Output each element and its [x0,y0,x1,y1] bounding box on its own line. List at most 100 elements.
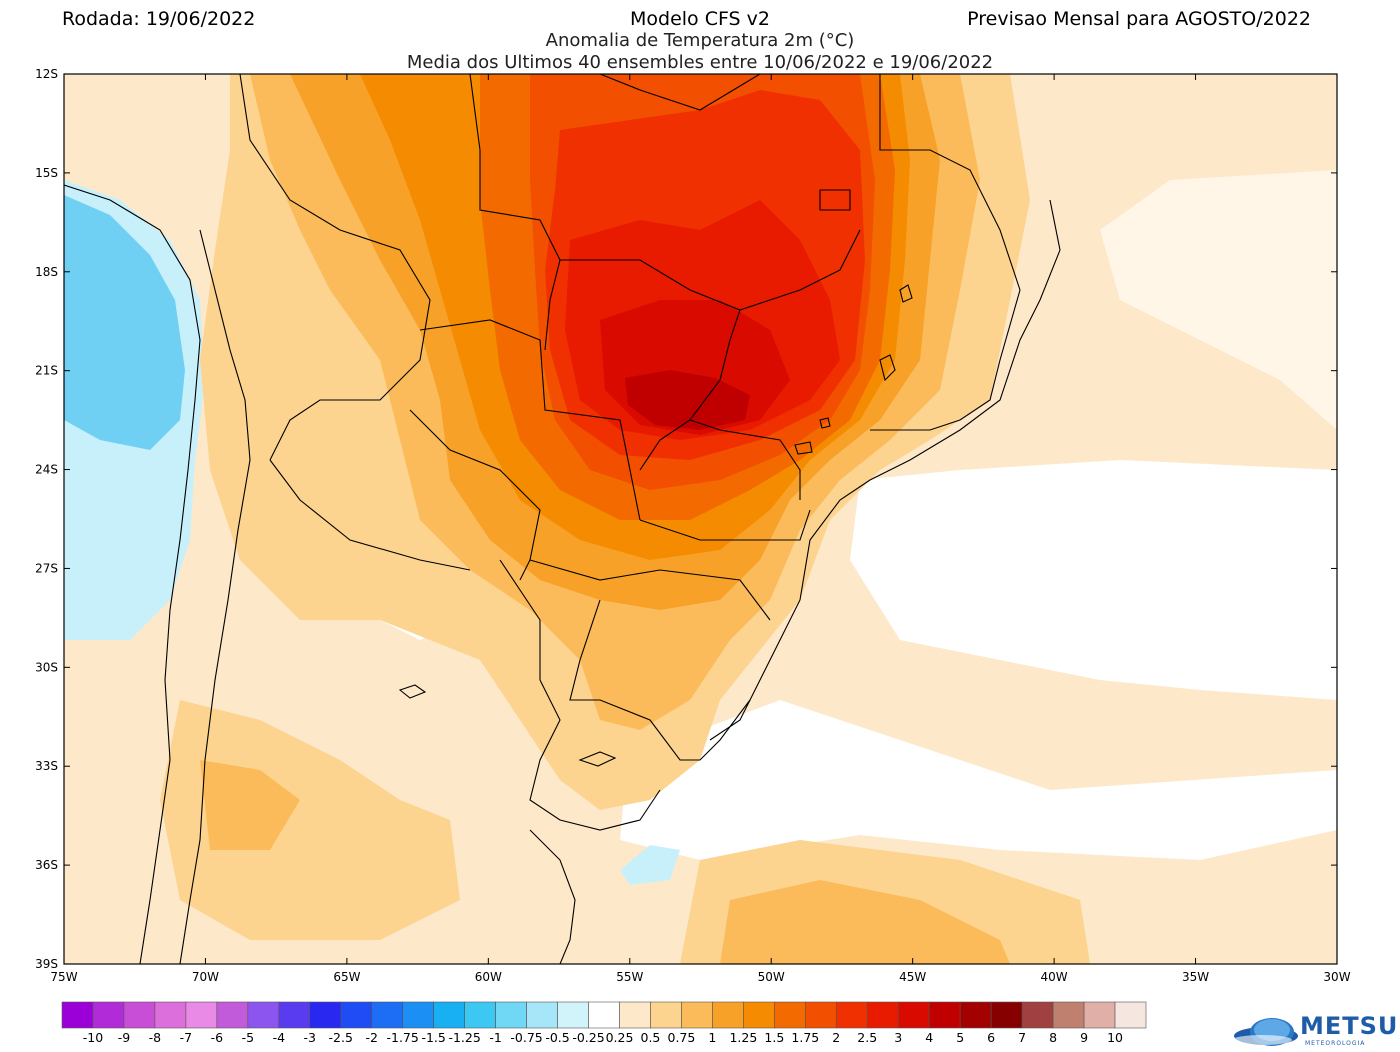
colorbar-label: -8 [149,1030,162,1045]
cool-anomaly-inner [64,195,185,450]
latitude-ticks: 12S 15S 18S 21S 24S 27S 30S 33S 36S 39S [35,67,1337,971]
colorbar-swatch [402,1001,434,1029]
logo-wordmark: METSUL [1300,1012,1400,1040]
colorbar-label: -1.25 [448,1030,480,1045]
colorbar-swatch [588,1001,620,1029]
colorbar-label: -5 [242,1030,254,1045]
colorbar-swatch [928,1001,961,1029]
colorbar-label: 9 [1080,1030,1088,1045]
colorbar-label: -9 [118,1030,131,1045]
colorbar-swatch [464,1001,496,1029]
colorbar-swatch [278,1001,311,1029]
colorbar-swatch [340,1001,373,1029]
lon-tick-label: 50W [758,970,785,984]
colorbar-swatch [866,1001,899,1029]
colorbar-swatch [433,1001,465,1029]
lat-tick-label: 36S [35,858,58,872]
lat-tick-label: 33S [35,759,58,773]
lon-tick-label: 65W [333,970,360,984]
colorbar-label: -7 [180,1030,192,1045]
colorbar-label: 0.75 [668,1030,696,1045]
colorbar-label: -1 [489,1030,501,1045]
colorbar-label: -0.5 [545,1030,569,1045]
colorbar-label: 10 [1107,1030,1123,1045]
colorbar-label: 8 [1049,1030,1057,1045]
colorbar-label: -2 [365,1030,377,1045]
lon-tick-label: 30W [1323,970,1350,984]
longitude-ticks: 75W 70W 65W 60W 55W 50W 45W 40W 35W 30W [50,74,1351,984]
colorbar-swatch [123,1001,156,1029]
colorbar-swatch [1083,1001,1116,1029]
colorbar-swatch [959,1001,992,1029]
lon-tick-label: 45W [899,970,926,984]
colorbar-swatch [650,1001,682,1029]
colorbar-swatch [185,1001,218,1029]
anomaly-band-0.5-south [160,700,460,940]
colorbar-label: 1.75 [791,1030,819,1045]
colorbar-swatch [1052,1001,1085,1029]
neutral-zone-northeast [1100,170,1337,430]
anomaly-band-0.75-ocean [720,880,1010,964]
colorbar-label: 0.5 [641,1030,661,1045]
lat-tick-label: 30S [35,660,58,674]
colorbar: -10 -9 -8 -7 -6 -5 -4 -3 -2.5 -2 -1.75 -1.5 -1.25 -1-… [61,1001,1147,1045]
colorbar-label: 3 [894,1030,902,1045]
colorbar-label: -6 [211,1030,224,1045]
colorbar-swatch [743,1001,775,1029]
colorbar-swatch [1021,1001,1054,1029]
colorbar-swatch [247,1001,280,1029]
colorbar-label: 1 [708,1030,716,1045]
political-boundaries [64,74,1061,964]
colorbar-label: 1.25 [729,1030,757,1045]
lat-tick-label: 15S [35,166,58,180]
colorbar-label: -4 [273,1030,286,1045]
colorbar-swatch [681,1001,713,1029]
model-label: Modelo CFS v2 [629,8,770,30]
colorbar-swatch [712,1001,744,1029]
colorbar-label: -2.5 [329,1030,353,1045]
colorbar-label: -10 [83,1030,103,1045]
colorbar-label: 7 [1018,1030,1026,1045]
colorbar-label: -1.5 [421,1030,445,1045]
colorbar-swatch [897,1001,930,1029]
colorbar-label: 2 [832,1030,840,1045]
map-subtitle: Anomalia de Temperatura 2m (°C) [545,30,855,51]
colorbar-swatch [805,1001,837,1029]
lon-tick-label: 75W [50,970,77,984]
lat-tick-label: 12S [35,67,58,81]
lat-tick-label: 27S [35,561,58,575]
colorbar-label: 1.5 [764,1030,784,1045]
logo-tagline: METEOROLOGIA [1305,1040,1366,1047]
forecast-period-label: Previsao Mensal para AGOSTO/2022 [967,8,1311,30]
neutral-zone-atlantic-south [620,700,1337,860]
colorbar-swatch [495,1001,527,1029]
lon-tick-label: 60W [475,970,502,984]
colorbar-label: 4 [925,1030,933,1045]
colorbar-swatch [990,1001,1023,1029]
lon-tick-label: 55W [616,970,643,984]
colorbar-label: -0.25 [572,1030,604,1045]
anomaly-band-4 [625,370,750,430]
lat-tick-label: 21S [35,364,58,378]
colorbar-label: 5 [956,1030,964,1045]
cool-anomaly-south [620,845,680,885]
neutral-zone-atlantic-east [850,460,1337,700]
colorbar-swatch [309,1001,342,1029]
map-frame [63,73,1338,965]
lat-tick-label: 18S [35,265,58,279]
anomaly-band-0.75-south [200,760,300,850]
lat-tick-label: 39S [35,957,58,971]
colorbar-swatch [619,1001,651,1029]
lon-tick-label: 70W [192,970,219,984]
colorbar-swatch [774,1001,806,1029]
colorbar-swatch [1114,1001,1147,1029]
metsul-logo-icon [1232,1018,1298,1046]
colorbar-label: -1.75 [387,1030,419,1045]
colorbar-swatch [61,1001,94,1029]
run-date-label: Rodada: 19/06/2022 [62,8,256,30]
colorbar-swatch [526,1001,558,1029]
colorbar-label: 0.25 [606,1030,634,1045]
colorbar-label: -0.75 [510,1030,542,1045]
colorbar-swatch [557,1001,589,1029]
